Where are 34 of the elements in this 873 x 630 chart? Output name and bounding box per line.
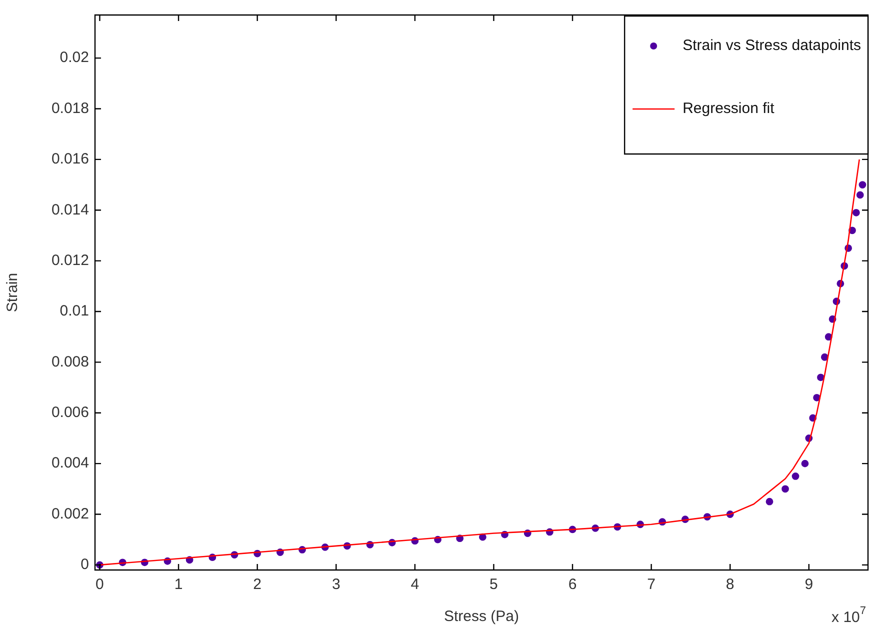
x-tick-label: 5	[490, 576, 498, 594]
y-tick-label: 0.014	[51, 201, 89, 218]
x-axis-title: Stress (Pa)	[444, 608, 520, 626]
legend-label: Strain vs Stress datapoints	[682, 37, 862, 54]
point	[782, 485, 789, 493]
y-axis-title: Strain	[4, 272, 22, 312]
point	[801, 460, 809, 468]
x-tick-label: 9	[804, 576, 814, 594]
x-tick-label: 4	[410, 576, 420, 594]
point	[817, 374, 824, 382]
point	[852, 208, 860, 216]
y-tick-label: 0.012	[51, 252, 89, 269]
x-tick-label: 7	[647, 576, 656, 594]
x-tick-label: 0	[96, 576, 104, 594]
y-tick-label: 0.008	[51, 353, 89, 370]
point	[792, 472, 800, 480]
y-tick-label: 0	[80, 556, 89, 574]
legend-label: Regression fit	[682, 100, 776, 118]
x-tick-label: 1	[174, 576, 183, 594]
x-tick-label: 8	[726, 576, 734, 594]
y-tick-label: 0.006	[51, 404, 89, 422]
y-tick-label: 0.018	[51, 100, 89, 117]
y-tick-label: 0.02	[60, 49, 89, 66]
x-tick-label: 3	[332, 576, 340, 594]
y-tick-label: 0.004	[51, 454, 89, 472]
point	[820, 353, 828, 361]
x-tick-label: 6	[568, 576, 577, 594]
point	[856, 191, 864, 199]
x-tick-label: 2	[253, 576, 262, 594]
point	[766, 498, 774, 506]
y-tick-label: 0.016	[51, 150, 89, 168]
point	[858, 181, 866, 188]
y-tick-label: 0.002	[51, 505, 89, 522]
y-tick-label: 0.01	[60, 302, 89, 320]
